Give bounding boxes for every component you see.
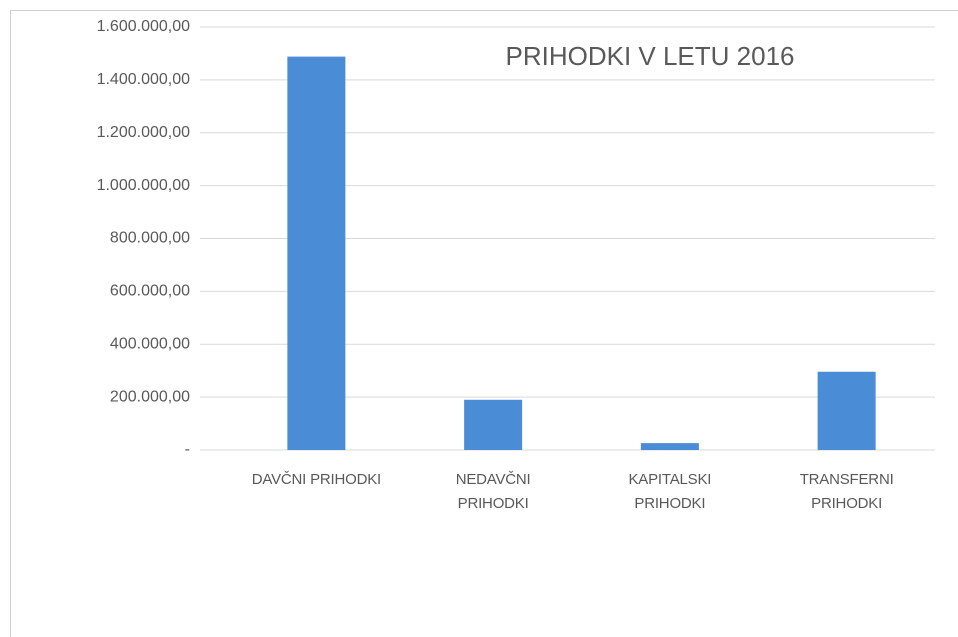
y-tick-label: 1.400.000,00 xyxy=(97,71,191,88)
y-tick-label: 400.000,00 xyxy=(110,335,190,352)
x-tick-label: DAVČNI PRIHODKI xyxy=(251,471,381,488)
y-tick-label: - xyxy=(185,441,190,458)
x-tick-label: KAPITALSKI PRIHODKI xyxy=(628,471,712,512)
y-tick-label: 1.600.000,00 xyxy=(97,18,191,35)
chart-title: PRIHODKI V LETU 2016 xyxy=(506,41,795,71)
y-tick-label: 800.000,00 xyxy=(110,230,190,247)
bar xyxy=(287,56,346,451)
y-tick-label: 1.200.000,00 xyxy=(97,124,191,141)
bar xyxy=(640,443,699,450)
bar xyxy=(464,399,523,450)
y-tick-label: 200.000,00 xyxy=(110,388,190,405)
chart-border xyxy=(10,10,958,637)
y-tick-label: 1.000.000,00 xyxy=(97,177,191,194)
x-tick-label: TRANSFERNI PRIHODKI xyxy=(799,471,894,512)
y-tick-label: 600.000,00 xyxy=(110,283,190,300)
x-tick-label: NEDAVČNI PRIHODKI xyxy=(455,471,531,512)
bar xyxy=(817,371,876,450)
